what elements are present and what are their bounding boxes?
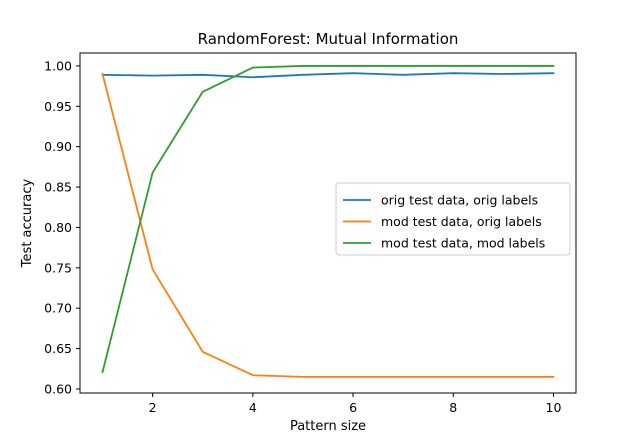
x-tick-label: 10 [546, 400, 562, 415]
y-tick-label: 1.00 [44, 58, 72, 73]
x-axis: 2 4 6 8 10 [149, 393, 562, 415]
y-tick-label: 0.80 [44, 220, 72, 235]
chart-title: RandomForest: Mutual Information [198, 30, 459, 48]
x-tick-label: 2 [149, 400, 157, 415]
legend: orig test data, orig labels mod test data… [335, 182, 571, 256]
legend-label-3: mod test data, mod labels [381, 236, 545, 251]
x-axis-label: Pattern size [290, 419, 366, 434]
y-tick-label: 0.85 [44, 180, 72, 195]
x-tick-label: 6 [349, 400, 357, 415]
y-tick-label: 0.70 [44, 301, 72, 316]
x-tick-label: 8 [449, 400, 457, 415]
legend-box [335, 182, 571, 256]
plot-area [101, 65, 555, 378]
series-line-1 [101, 72, 555, 79]
y-axis-label: Test accuracy [20, 179, 35, 269]
y-tick-label: 0.60 [44, 381, 72, 396]
plot-frame [79, 52, 577, 394]
series-line-3 [101, 65, 555, 374]
y-tick-label: 0.65 [44, 341, 72, 356]
x-tick-label: 4 [249, 400, 257, 415]
y-axis: 0.60 0.65 0.70 0.75 0.80 0.85 0.90 0.95 1.00 [44, 58, 80, 396]
legend-label-1: orig test data, orig labels [381, 193, 538, 208]
y-tick-label: 0.95 [44, 99, 72, 114]
y-tick-label: 0.75 [44, 260, 72, 275]
series-line-2 [101, 72, 555, 378]
legend-label-2: mod test data, orig labels [381, 214, 542, 229]
y-tick-label: 0.90 [44, 139, 72, 154]
